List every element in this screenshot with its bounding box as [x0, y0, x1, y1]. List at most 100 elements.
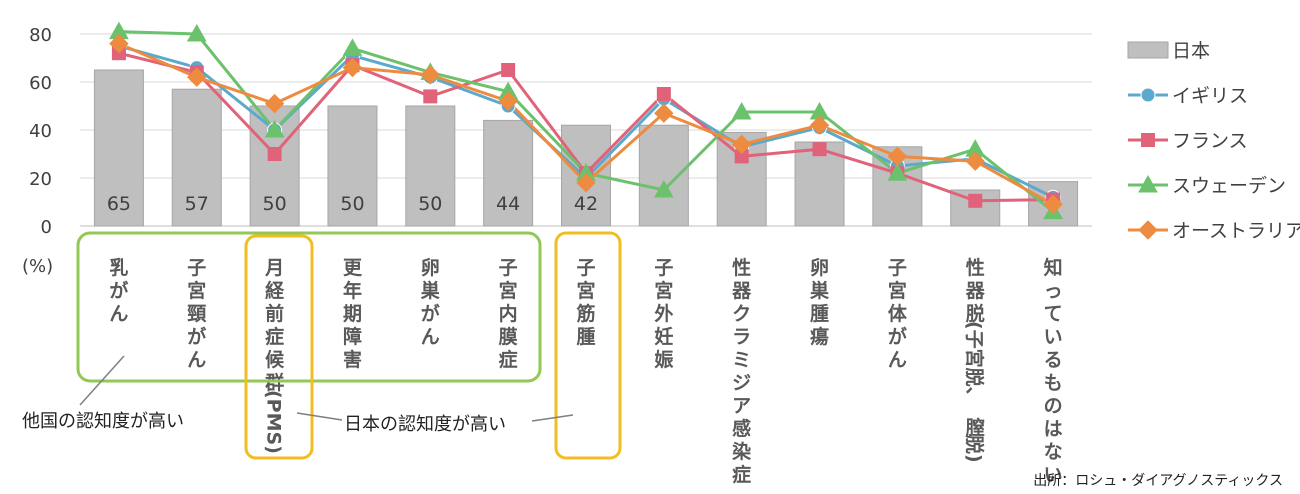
category-label-char: ジ — [732, 372, 751, 394]
category-label-char: 瘍 — [810, 325, 829, 348]
category-label-char: な — [1044, 441, 1063, 463]
category-label-part: (子宮脱、 — [963, 321, 986, 406]
series-marker — [501, 63, 516, 77]
unit-label: (%) — [22, 256, 53, 277]
bar-value-label: 42 — [574, 193, 598, 215]
series-marker — [968, 193, 983, 208]
category-label-char: 宮 — [499, 279, 518, 302]
category-label-char: て — [1044, 303, 1063, 325]
series-marker — [342, 57, 363, 78]
series-marker — [653, 179, 674, 198]
category-label-char: 症 — [265, 325, 284, 348]
category-label-char: 宮 — [888, 279, 907, 302]
legend-label: 日本 — [1172, 40, 1210, 62]
category-label-char: 子 — [888, 257, 907, 279]
series-marker — [731, 101, 752, 120]
legend-item: 日本 — [1127, 40, 1210, 62]
category-label-char: 感 — [732, 417, 751, 440]
category-label-char: 器 — [731, 280, 752, 302]
series-marker — [965, 151, 985, 171]
category-label-char: が — [187, 325, 206, 348]
others-higher-note: 他国の認知度が高い — [22, 411, 184, 432]
bar-value-label: 65 — [107, 193, 131, 215]
legend-label: スウェーデン — [1172, 175, 1286, 197]
series-marker — [654, 103, 674, 123]
legend-swatch — [1127, 41, 1169, 59]
category-label-char: 筋 — [576, 302, 595, 325]
series-marker — [656, 87, 671, 101]
category-label-char: 症 — [499, 348, 518, 371]
category-label-char: 乳 — [109, 256, 128, 279]
y-tick-label: 60 — [29, 73, 52, 94]
category-label-char: 子 — [576, 257, 595, 279]
category-label-char: 更 — [343, 257, 363, 279]
y-tick-label: 80 — [29, 25, 52, 46]
series-markers — [109, 21, 1063, 220]
category-label-char: も — [1044, 372, 1063, 394]
category-label-char: 宮 — [187, 279, 206, 302]
category-label: 性器脱(子宮脱、膣脱) — [963, 256, 986, 463]
y-axis-ticks: 0 20 40 60 80 — [29, 25, 52, 238]
category-label-char: が — [421, 302, 440, 325]
series-marker — [731, 134, 752, 155]
category-label-char: 体 — [888, 302, 908, 325]
category-label-char: 子 — [499, 257, 518, 279]
legend-item: オーストラリア — [1128, 220, 1300, 242]
category-label-char: 娠 — [654, 349, 674, 371]
category-label-char: が — [109, 279, 128, 302]
category-label-char: 巣 — [809, 279, 830, 302]
series-marker — [264, 119, 285, 138]
category-label-char: ア — [732, 395, 751, 417]
series-marker — [887, 163, 908, 181]
category-label-char: 頸 — [187, 303, 207, 325]
category-label-char: っ — [1044, 280, 1063, 302]
category-label-char: が — [888, 325, 907, 348]
category-label-char: 月 — [264, 257, 284, 279]
category-label-char: 前 — [265, 302, 284, 325]
bar-japan — [93, 69, 144, 227]
category-label-char: 性 — [732, 256, 751, 279]
category-label-char: 膜 — [498, 325, 518, 348]
category-label-char: ん — [109, 303, 128, 325]
series-marker — [186, 23, 207, 42]
series-marker — [267, 147, 282, 161]
japan-higher-box-fibroid — [554, 231, 622, 460]
callout-line-japan-right — [531, 414, 574, 422]
series-marker — [576, 173, 596, 193]
category-label-char: 子 — [187, 257, 206, 279]
category-label-char: ラ — [732, 326, 751, 348]
series-marker — [264, 93, 285, 114]
annotations: 他国の認知度が高い 日本の認知度が高い — [22, 231, 622, 460]
legend-label: フランス — [1172, 130, 1248, 152]
japan-higher-box-pms — [244, 234, 314, 460]
category-label-char: 内 — [499, 302, 518, 325]
series-marker — [187, 67, 207, 87]
legend-label: オーストラリア — [1172, 220, 1300, 242]
category-label-char: 染 — [732, 440, 751, 463]
legend-label: イギリス — [1172, 85, 1248, 107]
callout-line-others — [79, 355, 125, 406]
category-label-char: ん — [421, 326, 440, 348]
category-label-part: 脱) — [963, 435, 986, 463]
category-label-char: 害 — [343, 348, 362, 371]
series-marker — [498, 91, 518, 111]
category-label-part: (PMS) — [263, 390, 285, 454]
category-label-char: い — [1044, 326, 1063, 348]
category-label-char: 脱 — [966, 302, 985, 325]
legend-item: フランス — [1128, 130, 1248, 152]
category-label-char: 候 — [265, 348, 285, 371]
series-marker — [342, 38, 363, 56]
bar-japan — [483, 119, 534, 227]
legend-item: スウェーデン — [1128, 174, 1286, 197]
callout-line-japan-left — [296, 412, 343, 421]
category-label-char: ク — [732, 303, 751, 325]
category-label-char: 症 — [732, 463, 751, 486]
